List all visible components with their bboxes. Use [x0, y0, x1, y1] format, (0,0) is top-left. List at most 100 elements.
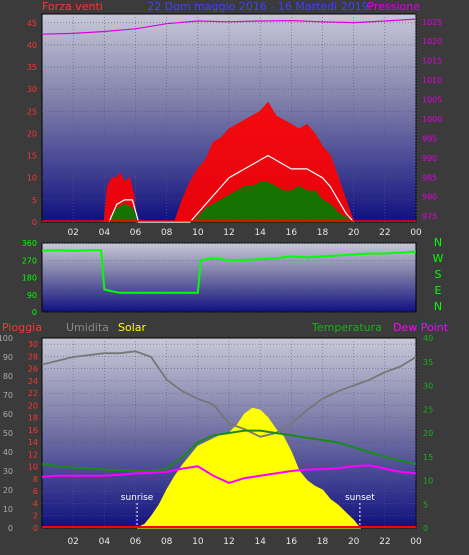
direction-tick-label: 180 — [22, 274, 37, 283]
wind-axis-label: Forza venti — [42, 0, 103, 13]
rain-tick-label: 10 — [28, 463, 38, 472]
pressure-tick-label: 1005 — [422, 96, 442, 105]
solar-x-tick-label: 06 — [130, 537, 142, 547]
wind-tick-label: 25 — [27, 107, 37, 116]
wind-x-tick-label: 18 — [317, 228, 329, 238]
wind-tick-label: 30 — [27, 85, 37, 94]
direction-series — [41, 249, 417, 294]
humidity-tick-label: 50 — [3, 429, 13, 438]
direction-tick-label: 0 — [32, 308, 37, 317]
humidity-tick-label: 80 — [3, 372, 13, 381]
humidity-tick-label: 100 — [0, 334, 13, 343]
solar-x-tick-label: 10 — [192, 537, 204, 547]
pressure-tick-label: 1010 — [422, 76, 442, 85]
solar-x-tick-label: 22 — [379, 537, 390, 547]
temperature-tick-label: 40 — [423, 334, 433, 343]
solar-x-tick-label: 18 — [317, 537, 329, 547]
temperature-tick-label: 0 — [423, 524, 428, 533]
rain-axis-label: Pioggia — [2, 321, 42, 334]
humidity-tick-label: 30 — [3, 467, 13, 476]
rain-tick-label: 16 — [28, 426, 38, 435]
pressure-tick-label: 1000 — [422, 115, 442, 124]
solar-x-tick-label: 04 — [99, 537, 111, 547]
pressure-tick-label: 1015 — [422, 57, 442, 66]
wind-tick-label: 15 — [27, 152, 37, 161]
wind-tick-label: 10 — [27, 174, 37, 183]
wind-x-tick-label: 14 — [254, 228, 266, 238]
humidity-tick-label: 20 — [3, 486, 13, 495]
compass-label: N — [434, 300, 442, 313]
wind-x-tick-label: 08 — [161, 228, 173, 238]
pressure-tick-label: 995 — [422, 134, 437, 143]
wind-x-tick-label: 16 — [286, 228, 298, 238]
pressure-tick-label: 980 — [422, 193, 437, 202]
rain-tick-label: 28 — [28, 352, 38, 361]
solar-x-tick-label: 02 — [67, 537, 78, 547]
temperature-tick-label: 5 — [423, 500, 428, 509]
compass-label: E — [435, 284, 442, 297]
compass-label: S — [435, 268, 442, 281]
rain-tick-label: 30 — [28, 340, 38, 349]
rain-tick-label: 0 — [33, 524, 38, 533]
pressure-tick-label: 990 — [422, 154, 437, 163]
compass-label: N — [434, 236, 442, 249]
direction-tick-label: 90 — [27, 291, 37, 300]
wind-x-tick-label: 00 — [410, 228, 422, 238]
pressure-tick-label: 985 — [422, 173, 437, 182]
pressure-tick-label: 975 — [422, 212, 437, 221]
rain-tick-label: 12 — [28, 450, 38, 459]
temperature-series — [41, 429, 417, 472]
humidity-tick-label: 0 — [8, 524, 13, 533]
humidity-tick-label: 90 — [3, 353, 13, 362]
wind-tick-label: 45 — [27, 19, 37, 28]
wind-tick-label: 0 — [32, 218, 37, 227]
humidity-tick-label: 70 — [3, 391, 13, 400]
wind-x-tick-label: 06 — [130, 228, 142, 238]
chart-title: 22 Dom maggio 2016 - 16 Martedì 2019 — [147, 0, 368, 13]
wind-x-tick-label: 10 — [192, 228, 204, 238]
rain-tick-label: 6 — [33, 487, 38, 496]
wind-x-tick-label: 20 — [348, 228, 360, 238]
compass-label: W — [433, 252, 444, 265]
wind-x-tick-label: 22 — [379, 228, 390, 238]
wind-x-tick-label: 02 — [67, 228, 78, 238]
wind-x-tick-label: 12 — [223, 228, 234, 238]
rain-tick-label: 14 — [28, 438, 38, 447]
wind-average-series — [108, 154, 355, 223]
dew-point-series — [41, 464, 417, 484]
temperature-tick-label: 25 — [423, 405, 433, 414]
dew-point-axis-label: Dew Point — [393, 321, 449, 334]
rain-tick-label: 20 — [28, 401, 38, 410]
solar-x-tick-label: 20 — [348, 537, 360, 547]
temperature-tick-label: 20 — [423, 429, 433, 438]
solar-x-tick-label: 14 — [254, 537, 266, 547]
sunrise-label: sunrise — [121, 493, 154, 503]
humidity-tick-label: 40 — [3, 448, 13, 457]
humidity-tick-label: 10 — [3, 505, 13, 514]
solar-x-tick-label: 16 — [286, 537, 298, 547]
solar-x-tick-label: 00 — [410, 537, 422, 547]
rain-tick-label: 4 — [33, 499, 38, 508]
humidity-series — [41, 350, 417, 438]
ticks: 0510152025303540459759809859909951000100… — [0, 18, 444, 547]
direction-tick-label: 270 — [22, 256, 37, 265]
wind-tick-label: 20 — [27, 129, 37, 138]
humidity-tick-label: 60 — [3, 410, 13, 419]
wind-tick-label: 5 — [32, 196, 37, 205]
direction-tick-label: 360 — [22, 239, 37, 248]
temperature-tick-label: 15 — [423, 453, 433, 462]
rain-tick-label: 24 — [28, 377, 38, 386]
solar-x-tick-label: 12 — [223, 537, 234, 547]
series — [41, 18, 417, 529]
wind-tick-label: 35 — [27, 63, 37, 72]
wind-tick-label: 40 — [27, 41, 37, 50]
temperature-axis-label: Temperatura — [311, 321, 382, 334]
rain-tick-label: 2 — [33, 512, 38, 521]
rain-tick-label: 18 — [28, 414, 38, 423]
wind-x-tick-label: 04 — [99, 228, 111, 238]
pressure-tick-label: 1025 — [422, 18, 442, 27]
rain-tick-label: 22 — [28, 389, 38, 398]
solar-series — [136, 407, 361, 529]
solar-x-tick-label: 08 — [161, 537, 173, 547]
